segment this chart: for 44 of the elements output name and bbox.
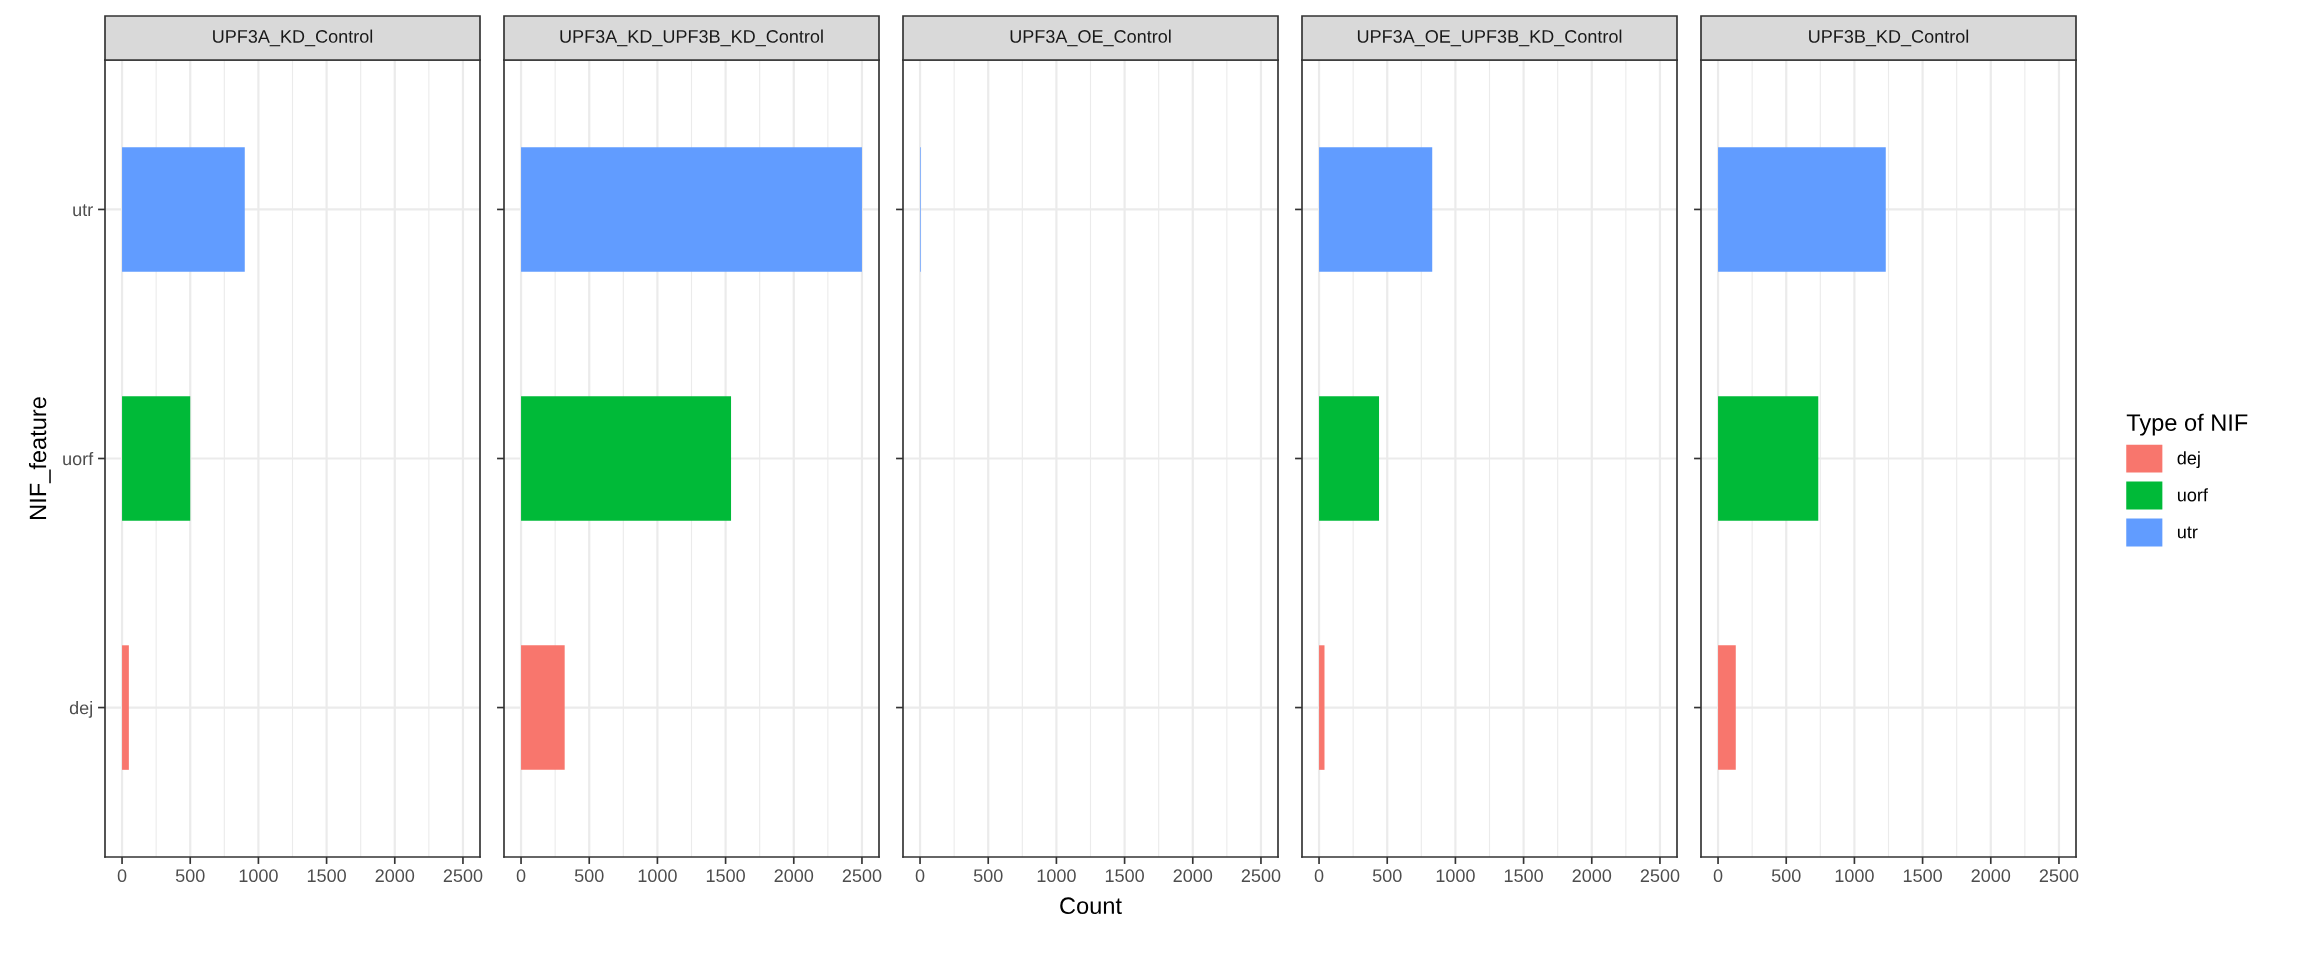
legend-title: Type of NIF [2126, 413, 2248, 436]
x-tick-label: 0 [1314, 869, 1324, 883]
chart-title: UPF3B_KD_Control [1809, 29, 1969, 47]
x-tick-label: 2000 [1572, 869, 1612, 883]
x-tick-label: 500 [1372, 869, 1402, 883]
x-tick-label: 1000 [1835, 869, 1874, 883]
x-tick-label: 1500 [706, 869, 745, 883]
x-tick-label: 2500 [443, 869, 483, 883]
x-tick-label: 500 [973, 869, 1003, 883]
x-tick-label: 2500 [1241, 869, 1281, 883]
x-tick-label: 1000 [239, 869, 278, 883]
y-tick-label: uorf [63, 451, 94, 466]
x-tick-label: 2000 [774, 869, 814, 883]
x-tick-label: 2000 [375, 869, 415, 883]
y-tick-label: utr [73, 204, 93, 217]
x-tick-label: 1500 [1105, 869, 1144, 883]
x-tick-label: 2500 [1640, 869, 1680, 883]
x-tick-label: 0 [915, 869, 925, 883]
chart-title: UPF3A_KD_UPF3B_KD_Control [560, 29, 823, 47]
x-tick-label: 1500 [1903, 869, 1942, 883]
chart-title: UPF3A_OE_UPF3B_KD_Control [1357, 29, 1622, 47]
x-tick-label: 500 [574, 869, 604, 883]
x-tick-label: 0 [1713, 869, 1723, 883]
x-tick-label: 2500 [842, 869, 882, 883]
x-tick-label: 1000 [1037, 869, 1076, 883]
x-tick-label: 1500 [307, 869, 346, 883]
x-tick-label: 500 [1771, 869, 1801, 883]
y-tick-label: dej [69, 701, 92, 718]
chart-title: UPF3A_OE_Control [1010, 29, 1171, 47]
x-tick-label: 2500 [2039, 869, 2079, 883]
legend-label: uorf [2177, 488, 2208, 502]
x-tick-label: 1500 [1504, 869, 1543, 883]
chart-title: UPF3A_KD_Control [213, 29, 373, 47]
x-tick-label: 500 [175, 869, 205, 883]
x-tick-label: 2000 [1173, 869, 1213, 883]
legend-label: utr [2177, 526, 2198, 539]
y-axis-title: NIF_feature [28, 397, 51, 519]
x-tick-label: 1000 [638, 869, 677, 883]
x-tick-label: 1000 [1436, 869, 1475, 883]
x-tick-label: 0 [516, 869, 526, 883]
x-tick-label: 0 [117, 869, 127, 883]
x-axis-title: Count [1060, 897, 1122, 915]
x-tick-label: 2000 [1971, 869, 2011, 883]
legend-label: dej [2177, 451, 2200, 469]
